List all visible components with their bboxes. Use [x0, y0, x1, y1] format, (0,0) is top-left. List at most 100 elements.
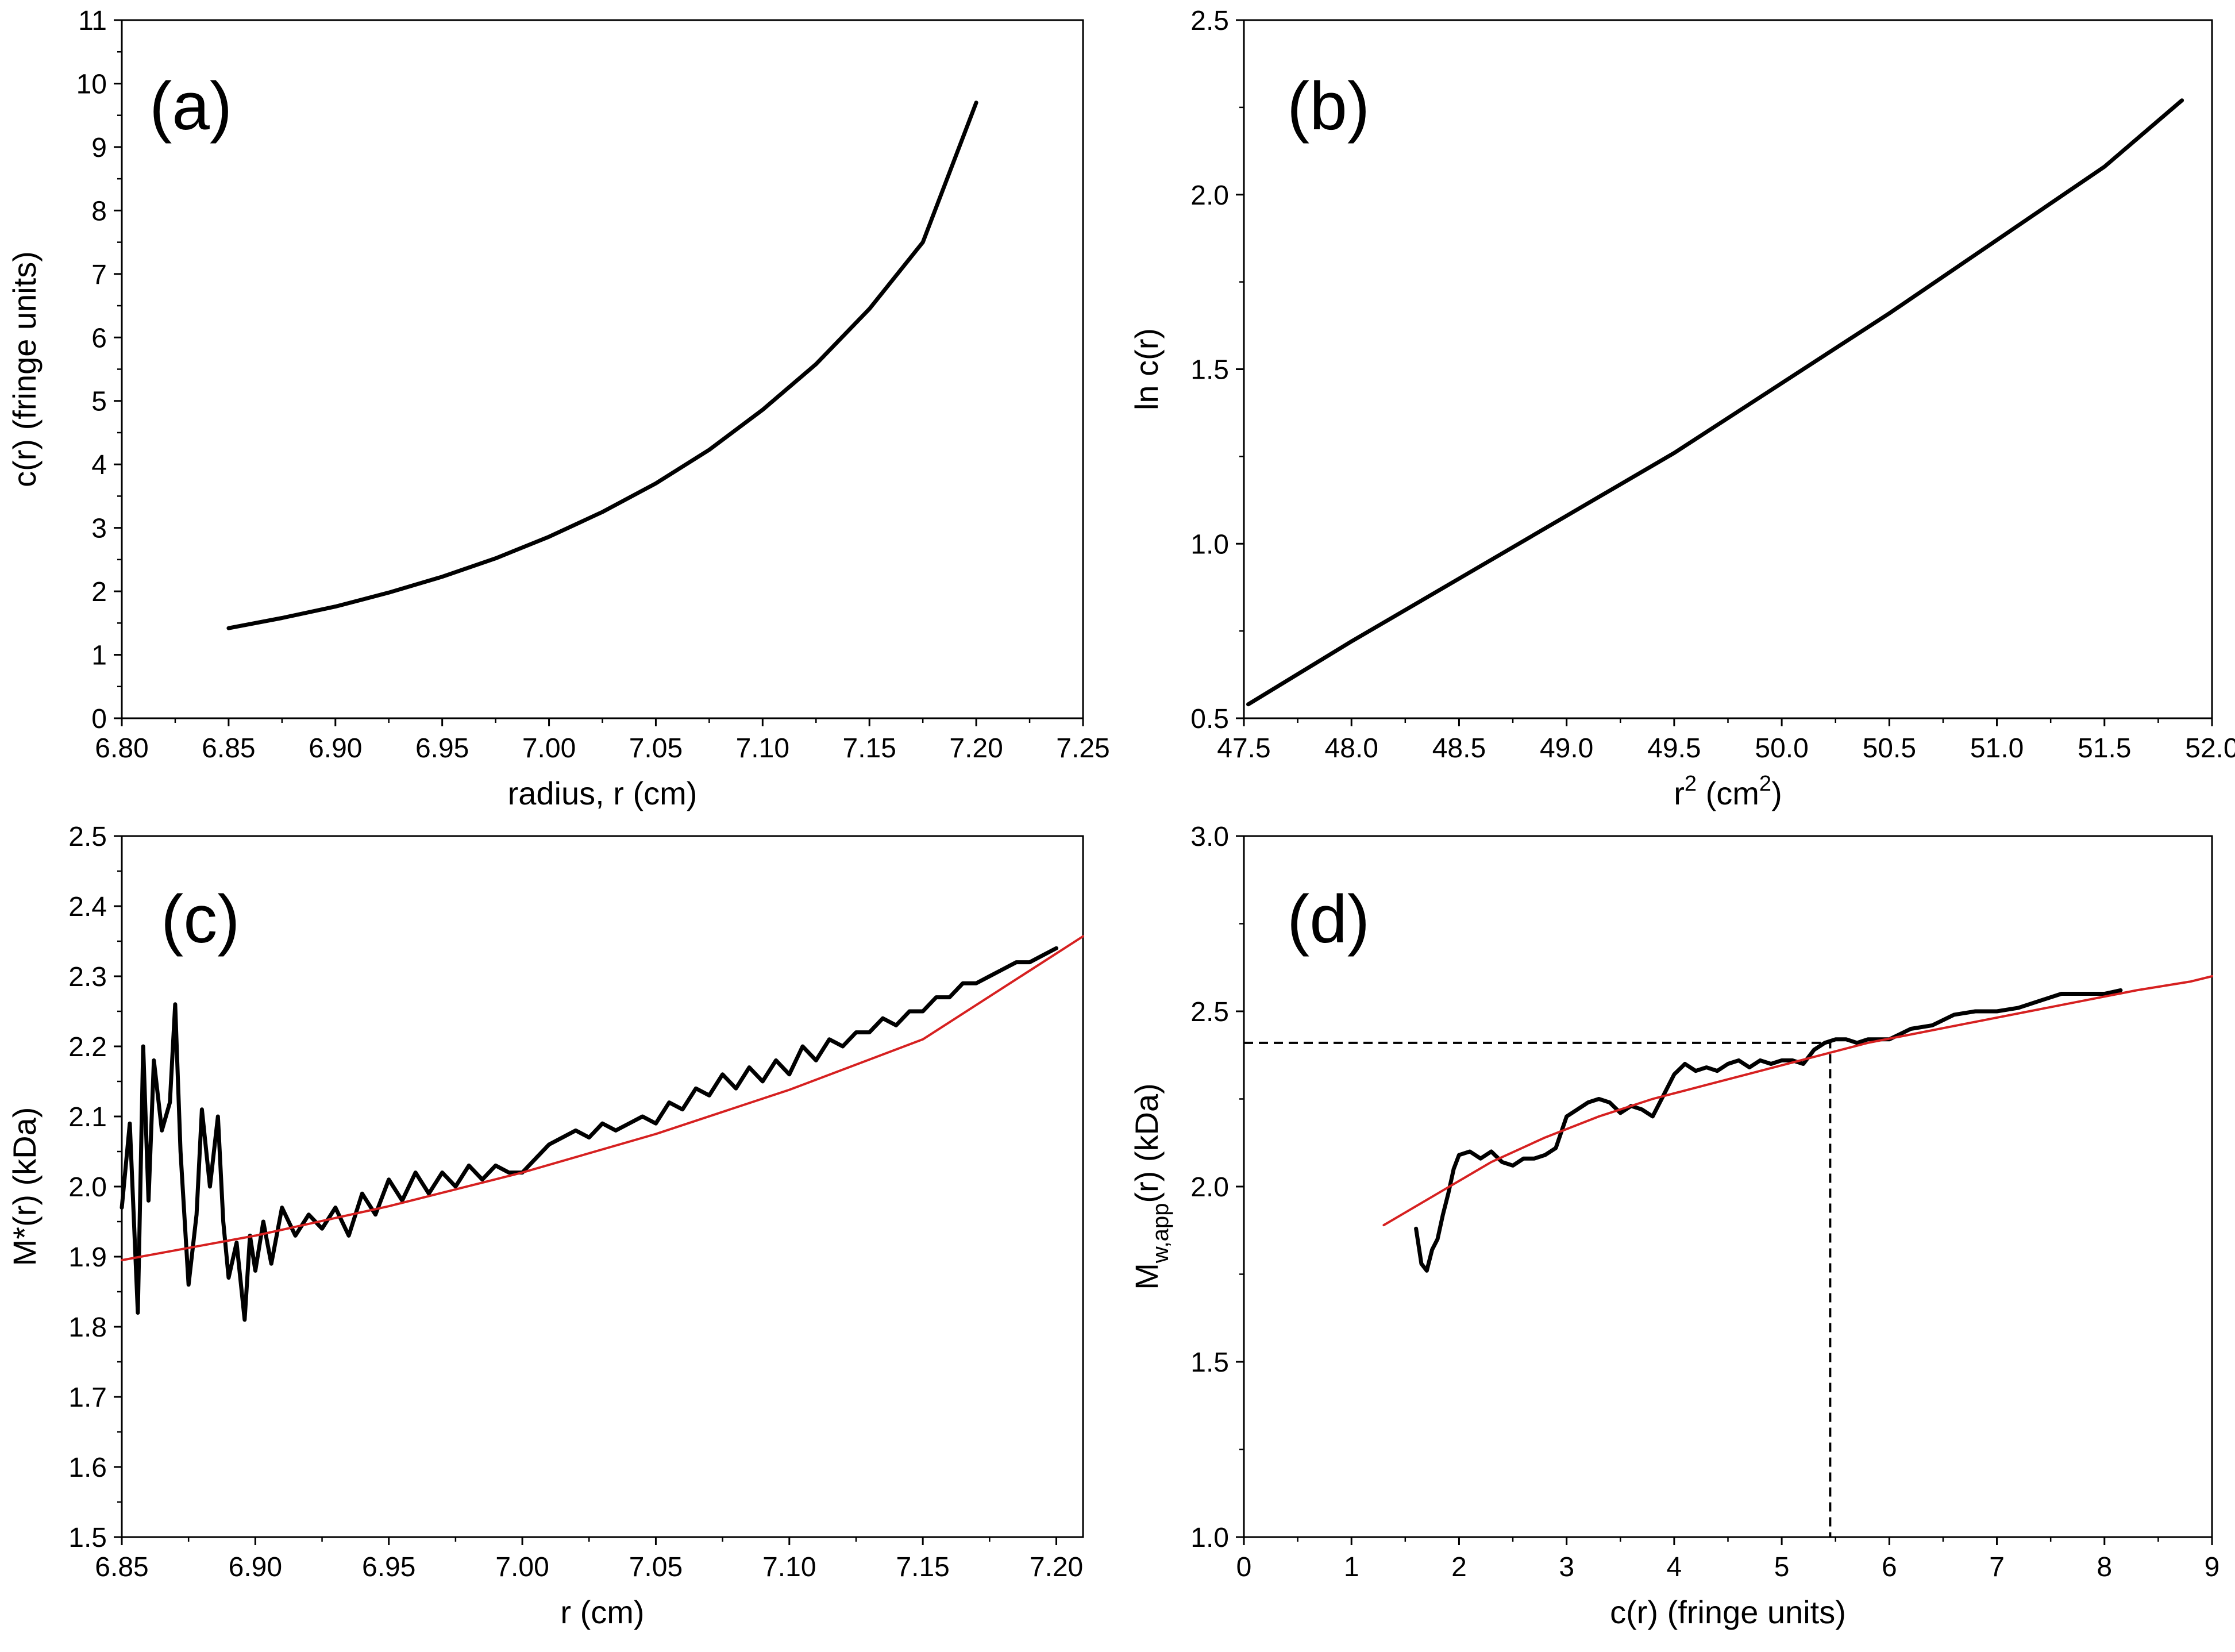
data-line — [120, 946, 1058, 1322]
x-tick-label: 49.0 — [1540, 733, 1593, 764]
x-axis-label: r2 (cm2) — [1674, 772, 1782, 811]
y-tick-label: 5 — [91, 387, 107, 417]
x-tick-label: 6.95 — [362, 1552, 415, 1582]
y-tick-label: 2.0 — [68, 1172, 107, 1203]
x-tick-label: 50.5 — [1863, 733, 1916, 764]
x-tick-label: 7.15 — [896, 1552, 949, 1582]
y-tick-label: 1.9 — [68, 1242, 107, 1273]
panel-label: (a) — [149, 68, 232, 144]
plot-frame — [1243, 19, 2213, 719]
x-tick-label: 7.20 — [1030, 1552, 1083, 1582]
y-tick-label: 1.0 — [1190, 529, 1229, 560]
x-tick-label: 6.85 — [202, 733, 255, 764]
x-tick-label: 7.00 — [522, 733, 576, 764]
x-tick-label: 6.80 — [95, 733, 148, 764]
y-axis-label-sub: w,app — [1148, 1203, 1173, 1264]
x-tick-label: 7.05 — [629, 1552, 683, 1582]
x-tick-label: 51.0 — [1970, 733, 2024, 764]
panel-a: 6.80 6.85 6.90 6.95 7.00 7.05 7.10 7.15 7.20 7.25… — [6, 6, 1110, 811]
y-tick-label: 7 — [91, 260, 107, 290]
x-tick-label: 7 — [1989, 1552, 2005, 1582]
x-axis-label: r (cm) — [560, 1594, 644, 1630]
y-tick-label: 2.5 — [68, 822, 107, 852]
x-tick-label: 4 — [1667, 1552, 1682, 1582]
y-tick-label: 2.1 — [68, 1102, 107, 1133]
y-axis-label: c(r) (fringe units) — [6, 251, 43, 487]
x-tick-label: 51.5 — [2078, 733, 2131, 764]
panel-label: (d) — [1287, 881, 1370, 957]
y-tick-label: 2.2 — [68, 1032, 107, 1062]
x-tick-label: 47.5 — [1217, 733, 1270, 764]
x-tick-label: 7.20 — [949, 733, 1003, 764]
x-tick-label: 7.15 — [843, 733, 896, 764]
x-tick-label: 49.5 — [1647, 733, 1701, 764]
x-tick-label: 5 — [1774, 1552, 1790, 1582]
y-tick-label: 2.5 — [1190, 6, 1229, 36]
x-tick-label: 7.25 — [1056, 733, 1109, 764]
x-tick-label: 48.5 — [1432, 733, 1486, 764]
x-tick-label: 7.00 — [495, 1552, 549, 1582]
y-tick-label: 1.5 — [1190, 1347, 1229, 1378]
y-axis-label-rest: (r) (kDa) — [1128, 1083, 1165, 1203]
y-tick-label: 2.4 — [68, 892, 107, 922]
x-tick-label: 9 — [2205, 1552, 2220, 1582]
plot-frame — [121, 835, 1084, 1538]
x-tick-label: 7.10 — [762, 1552, 816, 1582]
panel-d: 0 1 2 3 4 5 6 7 8 9 1.0 1.5 2.0 2.5 3.0 (d) c(r) (fringe… — [1128, 822, 2219, 1630]
x-tick-label: 6 — [1882, 1552, 1897, 1582]
x-axis-label-sup: 2 — [1685, 772, 1697, 796]
y-axis-label: ln c(r) — [1128, 328, 1165, 410]
y-tick-label: 1.6 — [68, 1453, 107, 1483]
plot-frame — [1243, 835, 2213, 1538]
y-tick-label: 1.0 — [1190, 1523, 1229, 1553]
y-tick-label: 2 — [91, 577, 107, 607]
y-tick-label: 1 — [91, 641, 107, 671]
x-tick-label: 1 — [1344, 1552, 1359, 1582]
y-tick-label: 1.8 — [68, 1312, 107, 1343]
panel-label: (c) — [161, 881, 240, 957]
x-tick-label: 6.90 — [229, 1552, 282, 1582]
data-line — [226, 101, 978, 630]
x-tick-label: 48.0 — [1325, 733, 1378, 764]
data-line — [1246, 98, 2184, 707]
x-tick-label: 7.10 — [736, 733, 789, 764]
x-tick-label: 6.95 — [415, 733, 469, 764]
y-tick-label: 0 — [91, 704, 107, 734]
x-axis-label-rest: (cm — [1697, 775, 1759, 811]
x-tick-label: 50.0 — [1755, 733, 1808, 764]
plot-frame — [121, 19, 1084, 719]
x-axis-label-main: r — [1674, 775, 1685, 811]
y-tick-label: 2.0 — [1190, 180, 1229, 211]
y-axis-label: M*(r) (kDa) — [6, 1107, 43, 1266]
y-tick-label: 2.5 — [1190, 997, 1229, 1027]
y-tick-label: 2.0 — [1190, 1172, 1229, 1203]
y-tick-label: 6 — [91, 323, 107, 353]
y-tick-label: 1.5 — [68, 1523, 107, 1553]
y-axis-label: Mw,app(r) (kDa) — [1128, 1083, 1173, 1290]
y-tick-label: 1.7 — [68, 1383, 107, 1413]
y-tick-label: 11 — [78, 6, 107, 36]
y-tick-label: 10 — [76, 69, 107, 99]
y-tick-label: 3 — [91, 514, 107, 544]
panel-c: 6.85 6.90 6.95 7.00 7.05 7.10 7.15 7.20 1.5 1.6 1.… — [6, 822, 1084, 1630]
x-axis-label-sup2: 2 — [1759, 772, 1771, 796]
x-axis-label-end: ) — [1771, 775, 1782, 811]
y-tick-label: 1.5 — [1190, 355, 1229, 386]
y-tick-label: 3.0 — [1190, 822, 1229, 852]
fit-line — [121, 935, 1084, 1262]
panel-b: 47.5 48.0 48.5 49.0 49.5 50.0 50.5 51.0 51.5 52.0… — [1128, 6, 2235, 811]
x-tick-label: 6.85 — [95, 1552, 148, 1582]
x-tick-label: 8 — [2097, 1552, 2112, 1582]
guide-line — [1244, 1041, 1832, 1537]
panel-label: (b) — [1287, 68, 1370, 144]
x-tick-label: 0 — [1236, 1552, 1252, 1582]
fit-line — [1382, 975, 2213, 1227]
data-line — [1414, 988, 2123, 1273]
x-axis-label: c(r) (fringe units) — [1610, 1594, 1846, 1630]
x-tick-label: 3 — [1559, 1552, 1574, 1582]
y-tick-label: 2.3 — [68, 962, 107, 992]
y-tick-label: 9 — [91, 133, 107, 163]
x-tick-label: 52.0 — [2185, 733, 2235, 764]
x-tick-label: 7.05 — [629, 733, 683, 764]
